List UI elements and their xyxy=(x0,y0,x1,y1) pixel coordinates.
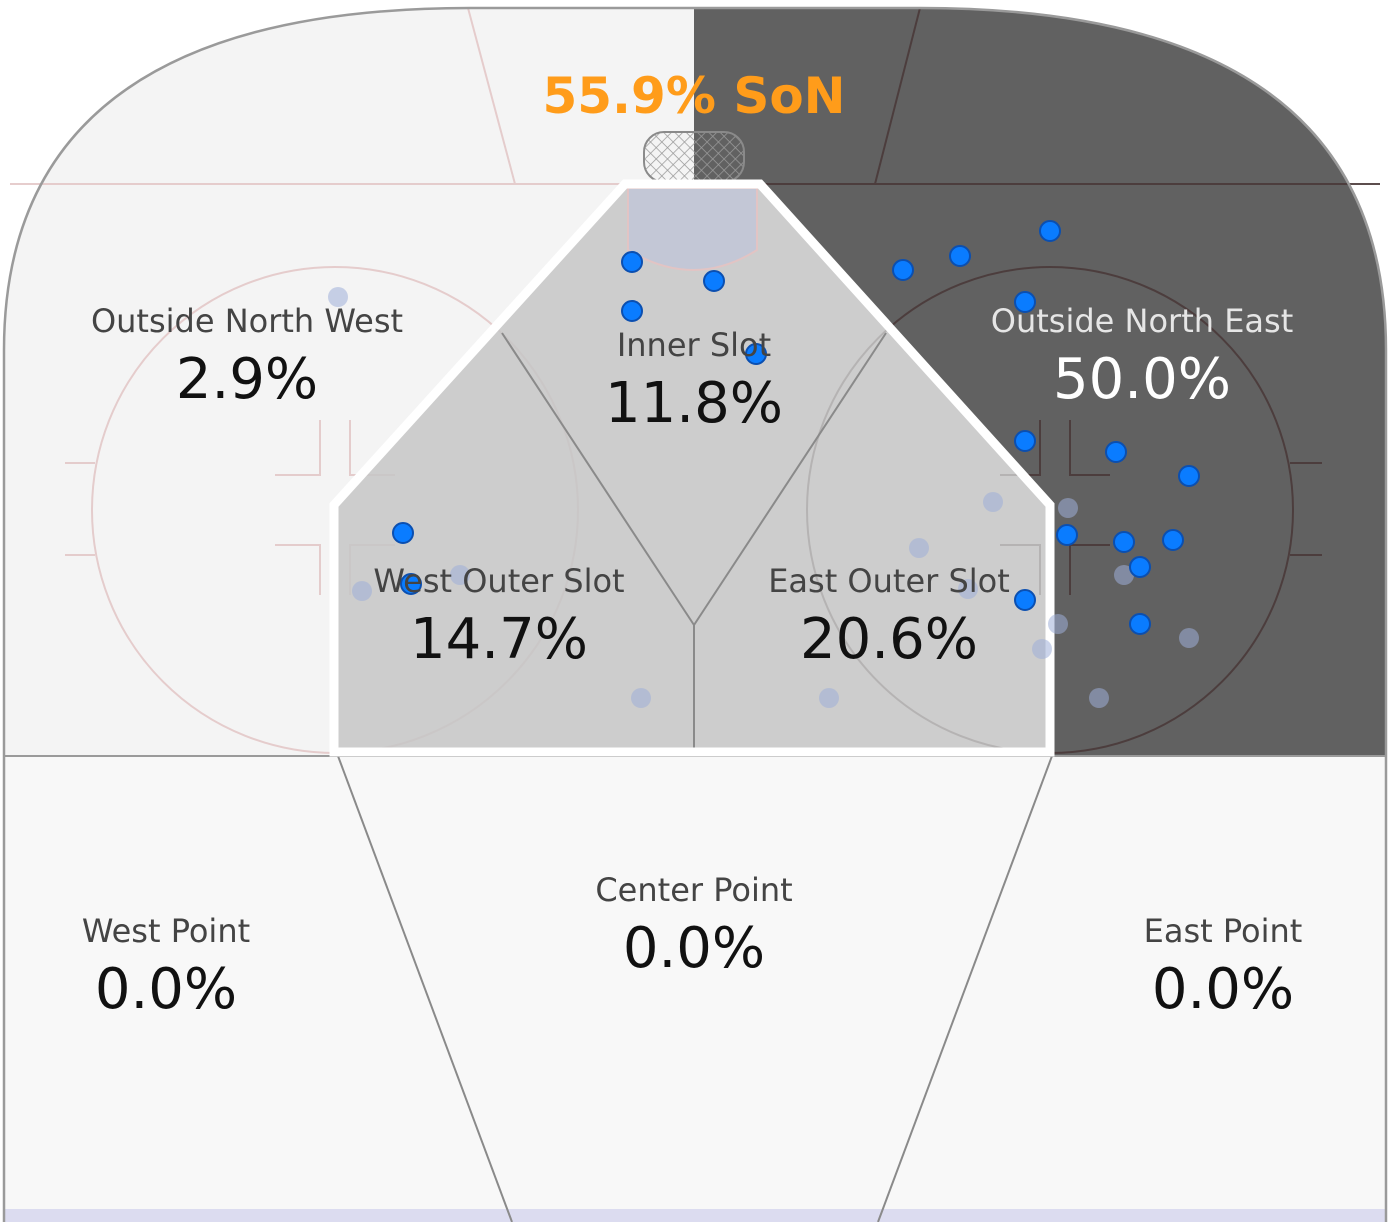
shot-marker xyxy=(983,492,1003,512)
zone-name: Outside North East xyxy=(991,302,1293,340)
shot-marker xyxy=(1014,589,1036,611)
lower-ice xyxy=(4,756,1386,1222)
zone-label-east-outer-slot: East Outer Slot 20.6% xyxy=(768,562,1010,672)
zone-percentage: 0.0% xyxy=(95,957,237,1022)
shot-marker xyxy=(1129,556,1151,578)
zone-percentage: 11.8% xyxy=(605,371,783,436)
zone-label-outside-north-east: Outside North East 50.0% xyxy=(991,302,1293,412)
shot-marker xyxy=(621,300,643,322)
shot-marker xyxy=(1113,531,1135,553)
shot-marker xyxy=(328,287,348,307)
slot-area xyxy=(338,184,1050,748)
shot-marker xyxy=(1032,639,1052,659)
blue-line xyxy=(4,1209,1386,1222)
shot-marker xyxy=(819,688,839,708)
zone-name: West Point xyxy=(82,912,250,950)
chart-title: 55.9% SoN xyxy=(542,67,845,125)
slot-outline xyxy=(329,179,1055,757)
zone-percentage: 14.7% xyxy=(410,607,588,672)
inner-slot-divider-left xyxy=(501,332,695,626)
zone-name: East Outer Slot xyxy=(768,562,1010,600)
zone-name: Center Point xyxy=(595,871,792,909)
goal-net-icon xyxy=(643,131,745,183)
zone-percentage: 2.9% xyxy=(176,347,318,412)
zone-label-inner-slot: Inner Slot 11.8% xyxy=(605,326,783,436)
shot-marker xyxy=(1014,430,1036,452)
shot-marker xyxy=(703,270,725,292)
shot-marker xyxy=(400,573,422,595)
shot-marker xyxy=(352,581,372,601)
rink-boards xyxy=(2,6,1388,1222)
shot-marker xyxy=(1048,614,1068,634)
shot-marker xyxy=(745,343,767,365)
shot-marker xyxy=(1105,441,1127,463)
zone-label-west-outer-slot: West Outer Slot 14.7% xyxy=(373,562,624,672)
shot-marker xyxy=(958,579,978,599)
zone-label-outside-north-west: Outside North West 2.9% xyxy=(91,302,403,412)
zone-percentage: 50.0% xyxy=(1053,347,1231,412)
shot-marker xyxy=(631,688,651,708)
shot-marker xyxy=(1162,529,1184,551)
zone-outside-north-east xyxy=(694,8,1386,756)
zone-label-east-point: East Point 0.0% xyxy=(1144,912,1303,1022)
zone-name: Outside North West xyxy=(91,302,403,340)
zone-label-center-point: Center Point 0.0% xyxy=(595,871,792,981)
zone-name: Inner Slot xyxy=(617,326,771,364)
inner-slot-divider-right xyxy=(693,332,887,626)
shot-marker xyxy=(1178,465,1200,487)
zone-label-west-point: West Point 0.0% xyxy=(82,912,250,1022)
shot-marker xyxy=(1089,688,1109,708)
zone-name: East Point xyxy=(1144,912,1303,950)
shots-on-net xyxy=(392,220,1200,635)
zone-percentage: 0.0% xyxy=(1152,957,1294,1022)
shot-marker xyxy=(1058,498,1078,518)
center-point-right-edge xyxy=(877,755,1053,1222)
shot-marker xyxy=(1114,565,1134,585)
shot-marker xyxy=(1129,613,1151,635)
center-point-left-edge xyxy=(337,755,513,1222)
zone-name: West Outer Slot xyxy=(373,562,624,600)
shot-marker xyxy=(1179,628,1199,648)
shots-missed xyxy=(328,287,1199,708)
inner-slot-crease xyxy=(627,187,758,271)
shot-marker xyxy=(892,259,914,281)
shot-marker xyxy=(1056,524,1078,546)
shot-marker xyxy=(392,522,414,544)
shot-marker xyxy=(621,251,643,273)
shot-marker xyxy=(1014,291,1036,313)
zone-percentage: 0.0% xyxy=(623,916,765,981)
shot-marker xyxy=(450,565,470,585)
zone-percentage: 20.6% xyxy=(800,607,978,672)
shot-marker xyxy=(909,538,929,558)
shot-marker xyxy=(1039,220,1061,242)
shot-marker xyxy=(949,245,971,267)
